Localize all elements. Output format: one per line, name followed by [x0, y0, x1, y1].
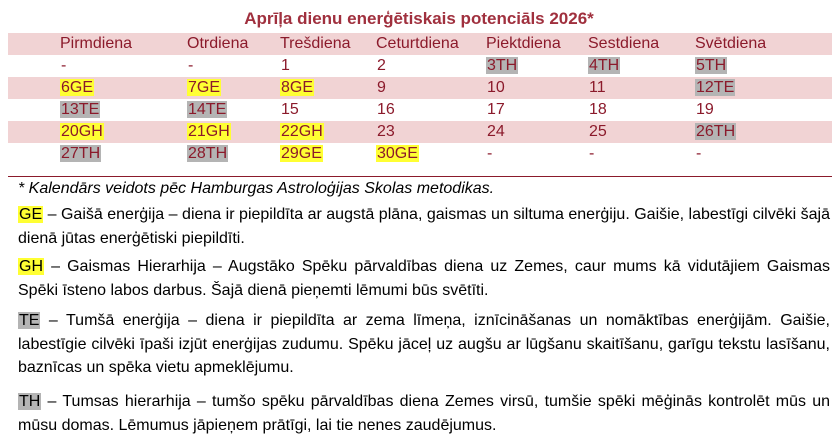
- day-cell: 2: [376, 55, 387, 77]
- day-label: 6GE: [60, 79, 95, 96]
- day-label: 30GE: [376, 145, 419, 162]
- week-row: 13TE 14TE 15 16 17 18 19: [8, 99, 832, 121]
- day-label: 17: [487, 101, 505, 118]
- divider: [8, 176, 832, 177]
- legend-code-gh: GH: [18, 258, 44, 275]
- legend-te: TE – Tumšā enerģija – diena ir piepildīt…: [18, 309, 830, 380]
- day-cell: -: [588, 143, 595, 165]
- day-cell: 12TE: [695, 77, 736, 99]
- day-cell: 25: [588, 121, 608, 143]
- day-cell: 7GE: [187, 77, 222, 99]
- day-cell: -: [695, 143, 702, 165]
- day-label: 20GH: [60, 123, 104, 140]
- day-label: 14TE: [187, 101, 228, 118]
- day-label: 25: [589, 123, 607, 140]
- day-label: 26TH: [695, 123, 737, 140]
- weekday-header: Ceturtdiena: [376, 35, 459, 52]
- weekday-header: Svētdiena: [695, 35, 767, 52]
- day-label: 16: [377, 101, 395, 118]
- day-cell: 27TH: [60, 143, 102, 165]
- day-cell: 30GE: [376, 143, 419, 165]
- day-cell: 20GH: [60, 121, 104, 143]
- day-cell: 21GH: [187, 121, 231, 143]
- day-cell: 17: [486, 99, 506, 121]
- calendar-title: Aprīļa dienu enerģētiskais potenciāls 20…: [244, 9, 594, 28]
- day-label: 4TH: [588, 57, 621, 74]
- legend-text-te: – Tumšā enerģija – diena ir piepildīta a…: [18, 312, 830, 376]
- day-label: 9: [377, 79, 386, 96]
- day-cell: 28TH: [187, 143, 229, 165]
- weekday-header: Sestdiena: [588, 35, 660, 52]
- weekday-header: Pirmdiena: [60, 35, 133, 52]
- day-label: 2: [377, 57, 386, 74]
- day-label: -: [696, 145, 702, 162]
- day-label: 29GE: [280, 145, 323, 162]
- day-cell: 4TH: [588, 55, 621, 77]
- weekday-header-row: Pirmdiena Otrdiena Trešdiena Ceturtdiena…: [8, 33, 832, 55]
- day-label: 21GH: [187, 123, 231, 140]
- day-label: -: [589, 145, 595, 162]
- day-label: -: [487, 145, 493, 162]
- day-label: 23: [377, 123, 395, 140]
- day-cell: 15: [280, 99, 300, 121]
- day-cell: 16: [376, 99, 396, 121]
- day-cell: 24: [486, 121, 506, 143]
- legend-th: TH – Tumsas hierarhija – tumšo spēku pār…: [18, 390, 830, 437]
- day-label: 28TH: [187, 145, 229, 162]
- weekday-header: Trešdiena: [280, 35, 351, 52]
- week-row: 6GE 7GE 8GE 9 10 11 12TE: [8, 77, 832, 99]
- day-label: 3TH: [486, 57, 519, 74]
- day-cell: 1: [280, 55, 291, 77]
- day-label: 1: [281, 57, 290, 74]
- day-cell: 29GE: [280, 143, 323, 165]
- day-label: 12TE: [695, 79, 736, 96]
- day-cell: 13TE: [60, 99, 101, 121]
- calendar-table: Pirmdiena Otrdiena Trešdiena Ceturtdiena…: [8, 33, 832, 165]
- weekday-header: Piektdiena: [486, 35, 561, 52]
- week-row: - - 1 2 3TH 4TH 5TH: [8, 55, 832, 77]
- day-cell: 9: [376, 77, 387, 99]
- day-cell: 10: [486, 77, 506, 99]
- day-cell: 23: [376, 121, 396, 143]
- day-label: 5TH: [695, 57, 728, 74]
- day-cell: 11: [588, 77, 607, 99]
- day-cell: -: [60, 55, 67, 77]
- day-cell: 14TE: [187, 99, 228, 121]
- day-cell: 3TH: [486, 55, 519, 77]
- day-cell: 19: [695, 99, 715, 121]
- day-cell: 6GE: [60, 77, 95, 99]
- day-label: 22GH: [280, 123, 324, 140]
- legend-code-th: TH: [18, 393, 42, 410]
- week-row: 20GH 21GH 22GH 23 24 25 26TH: [8, 121, 832, 143]
- legend-code-ge: GE: [18, 206, 44, 223]
- day-cell: -: [187, 55, 194, 77]
- day-label: 8GE: [280, 79, 315, 96]
- day-label: 11: [589, 79, 606, 96]
- day-label: 18: [589, 101, 607, 118]
- day-cell: 5TH: [695, 55, 728, 77]
- day-label: 24: [487, 123, 505, 140]
- day-label: -: [188, 57, 194, 74]
- legend-text-th: – Tumsas hierarhija – tumšo spēku pārval…: [18, 393, 830, 434]
- day-label: 7GE: [187, 79, 222, 96]
- legend-code-te: TE: [18, 312, 41, 329]
- day-label: 15: [281, 101, 299, 118]
- methodology-note: * Kalendārs veidots pēc Hamburgas Astrol…: [18, 180, 495, 197]
- day-label: 13TE: [60, 101, 101, 118]
- legend-text-ge: – Gaišā enerģija – diena ir piepildīta a…: [18, 206, 830, 247]
- day-label: 19: [696, 101, 714, 118]
- week-row: 27TH 28TH 29GE 30GE - - -: [8, 143, 832, 165]
- legend-gh: GH – Gaismas Hierarhija – Augstāko Spēku…: [18, 255, 830, 302]
- legend-text-gh: – Gaismas Hierarhija – Augstāko Spēku pā…: [18, 258, 830, 299]
- day-label: -: [61, 57, 67, 74]
- day-cell: 22GH: [280, 121, 324, 143]
- weekday-header: Otrdiena: [187, 35, 249, 52]
- day-cell: 8GE: [280, 77, 315, 99]
- day-label: 27TH: [60, 145, 102, 162]
- day-cell: -: [486, 143, 493, 165]
- day-label: 10: [487, 79, 505, 96]
- legend-ge: GE – Gaišā enerģija – diena ir piepildīt…: [18, 203, 830, 250]
- day-cell: 26TH: [695, 121, 737, 143]
- day-cell: 18: [588, 99, 608, 121]
